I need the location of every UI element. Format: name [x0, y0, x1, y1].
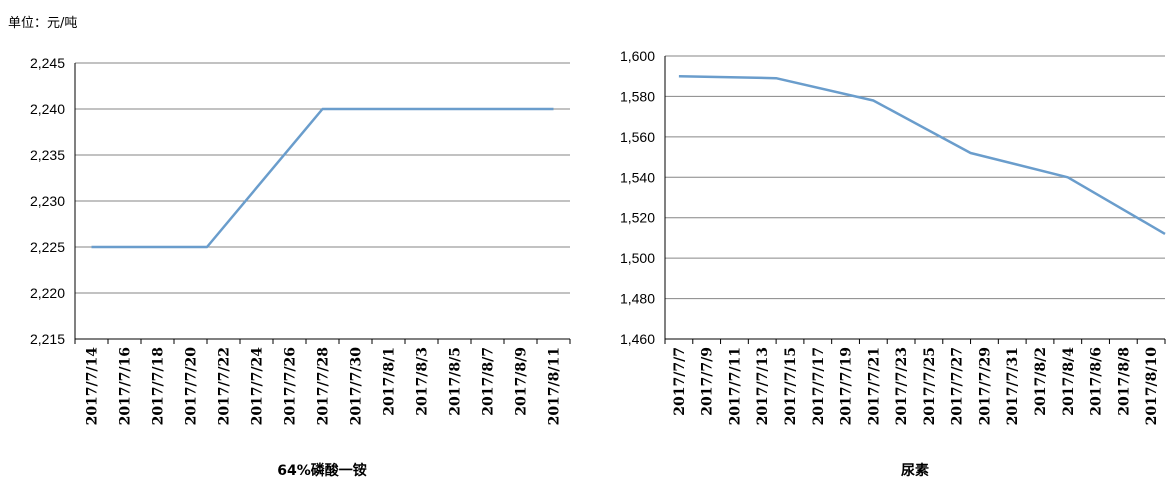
x-tick-label: 2017/7/31: [1005, 347, 1021, 425]
x-tick-label: 2017/8/9: [514, 347, 530, 416]
y-tick-label: 1,560: [620, 129, 655, 145]
x-tick-label: 2017/7/16: [118, 347, 134, 425]
x-tick-label: 2017/7/9: [700, 347, 716, 416]
y-tick-label: 1,500: [620, 250, 655, 266]
x-tick-label: 2017/7/17: [811, 347, 827, 425]
y-tick-label: 2,220: [30, 285, 65, 301]
x-tick-label: 2017/7/14: [85, 347, 101, 426]
y-tick-label: 1,540: [620, 169, 655, 185]
x-tick-label: 2017/7/28: [316, 347, 332, 425]
x-tick-label: 2017/7/30: [349, 347, 365, 426]
x-tick-label: 2017/7/20: [184, 347, 200, 426]
y-tick-label: 2,240: [30, 101, 65, 117]
x-tick-label: 2017/7/11: [727, 347, 743, 425]
x-tick-label: 2017/7/18: [151, 347, 167, 425]
x-tick-label: 2017/7/22: [217, 347, 233, 425]
y-tick-label: 2,230: [30, 193, 65, 209]
x-tick-label: 2017/7/23: [894, 347, 910, 425]
y-tick-label: 2,225: [30, 239, 65, 255]
y-tick-label: 1,520: [620, 210, 655, 226]
y-tick-label: 1,480: [620, 291, 655, 307]
x-tick-label: 2017/8/8: [1116, 347, 1132, 416]
y-tick-label: 1,600: [620, 48, 655, 64]
x-tick-label: 2017/8/2: [1033, 347, 1049, 416]
x-tick-label: 2017/8/7: [481, 347, 497, 416]
y-tick-label: 2,215: [30, 331, 65, 347]
x-tick-label: 2017/8/3: [415, 347, 431, 416]
x-tick-label: 2017/7/15: [783, 347, 799, 425]
chart-title: 64%磷酸一铵: [277, 462, 367, 479]
x-tick-label: 2017/8/6: [1089, 347, 1105, 416]
x-tick-label: 2017/8/1: [382, 347, 398, 416]
x-tick-label: 2017/8/11: [547, 347, 563, 425]
series-line: [678, 74, 1166, 235]
x-tick-label: 2017/7/27: [950, 347, 966, 425]
series-line: [91, 107, 554, 249]
x-tick-label: 2017/8/4: [1061, 347, 1077, 416]
chart-title: 尿素: [901, 462, 929, 479]
x-tick-label: 2017/7/13: [755, 347, 771, 425]
unit-label: 单位：元/吨: [8, 16, 78, 31]
x-tick-label: 2017/7/26: [283, 347, 299, 425]
chart-mono-ammonium-phosphate: 2,215 2,220 2,225 2,230 2,235 2,240 2,245 2017/…: [30, 55, 571, 479]
x-tick-label: 2017/7/21: [866, 347, 882, 425]
x-tick-label: 2017/7/29: [977, 347, 993, 425]
x-tick-label: 2017/7/7: [672, 347, 688, 416]
y-tick-label: 1,580: [620, 88, 655, 104]
x-tick-label: 2017/7/24: [250, 347, 266, 426]
x-tick-label: 2017/8/10: [1144, 347, 1160, 426]
y-tick-label: 2,235: [30, 147, 65, 163]
chart-urea: 1,460 1,480 1,500 1,520 1,540 1,560 1,580 1,600…: [620, 48, 1166, 479]
y-tick-label: 1,460: [620, 331, 655, 347]
x-tick-label: 2017/8/5: [448, 347, 464, 416]
x-tick-label: 2017/7/25: [922, 347, 938, 425]
x-tick-label: 2017/7/19: [839, 347, 855, 425]
y-tick-label: 2,245: [30, 55, 65, 71]
